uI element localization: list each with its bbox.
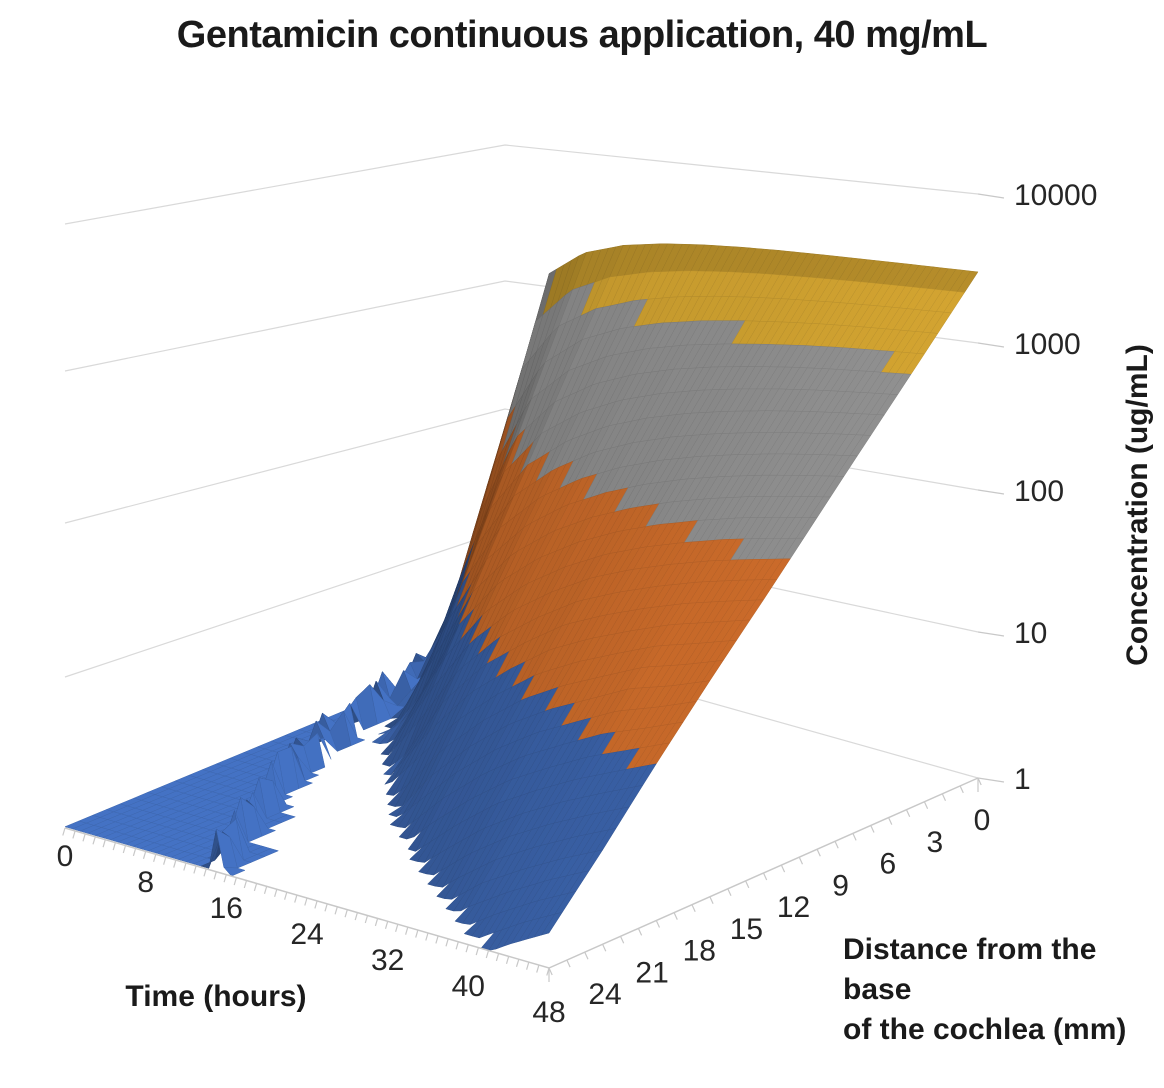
z-axis-title: Concentration (ug/mL) — [1121, 344, 1154, 666]
x-tick-label: 48 — [532, 996, 565, 1029]
x-tick-label: 24 — [290, 918, 323, 951]
y-tick-label: 3 — [927, 826, 944, 859]
x-tick-label: 40 — [452, 970, 485, 1003]
y-axis-title: Distance from the base of the cochlea (m… — [843, 930, 1163, 1050]
y-tick-label: 6 — [879, 848, 896, 881]
y-axis-title-line1: Distance from the base — [843, 933, 1097, 1006]
chart-title: Gentamicin continuous application, 40 mg… — [176, 14, 988, 56]
axis-tick-labels: 1 10 100 1000 10000 0 8 16 24 32 40 48 24 21 18 15 12 963… — [57, 179, 1098, 1029]
y-tick-label: 18 — [683, 935, 716, 968]
y-tick-label: 15 — [730, 913, 763, 946]
y-tick-label: 0 — [974, 804, 991, 837]
x-axis-title: Time (hours) — [125, 980, 307, 1013]
y-tick-label: 9 — [832, 869, 849, 902]
z-tick-label: 100 — [1014, 475, 1064, 508]
y-tick-label: 21 — [635, 956, 668, 989]
surface-mesh — [64, 243, 979, 951]
z-tick-label: 10 — [1014, 617, 1047, 650]
axis-lines-and-ticks — [62, 193, 1005, 982]
y-tick-label: 24 — [588, 978, 621, 1011]
x-tick-label: 32 — [371, 944, 404, 977]
x-tick-label: 8 — [137, 866, 154, 899]
y-axis-title-line2: of the cochlea (mm) — [843, 1013, 1127, 1046]
x-tick-label: 0 — [57, 840, 74, 873]
x-tick-label: 16 — [210, 892, 243, 925]
y-tick-label: 12 — [777, 891, 810, 924]
z-tick-label: 10000 — [1014, 179, 1097, 212]
z-tick-label: 1 — [1014, 763, 1031, 796]
z-tick-label: 1000 — [1014, 328, 1081, 361]
